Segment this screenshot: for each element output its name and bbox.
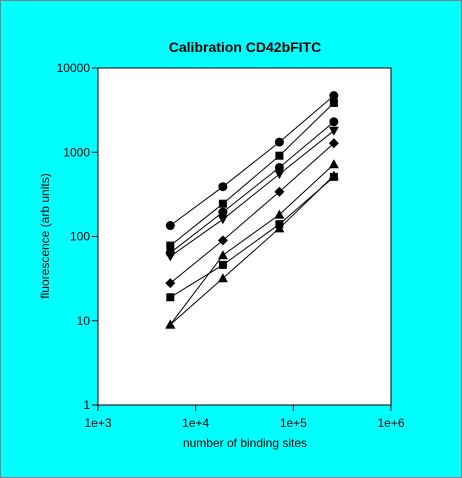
- y-tick-label: 1000: [63, 145, 90, 159]
- data-point-diamond: [217, 235, 228, 246]
- y-tick-label: 10: [77, 314, 91, 328]
- data-point-square: [166, 293, 175, 302]
- data-point-square: [329, 98, 338, 107]
- data-point-triangle-down: [274, 170, 285, 180]
- data-point-triangle-down: [165, 252, 176, 262]
- data-point-square: [166, 241, 175, 250]
- data-point-triangle: [217, 250, 228, 260]
- data-point-triangle: [328, 170, 339, 180]
- x-tick-label: 1e+6: [377, 416, 404, 430]
- data-point-triangle-down: [328, 126, 339, 136]
- data-point-square: [218, 260, 227, 269]
- data-point-triangle-down: [217, 215, 228, 225]
- series-line: [170, 176, 335, 298]
- y-tick-label: 1: [83, 398, 90, 412]
- series-line: [169, 121, 335, 254]
- series-line: [170, 95, 335, 226]
- data-point-circle: [329, 117, 339, 127]
- data-point-diamond: [165, 278, 176, 289]
- data-point-triangle: [274, 209, 285, 219]
- data-point-circle: [165, 221, 175, 231]
- series-line: [169, 163, 335, 325]
- series-line: [169, 175, 335, 325]
- y-tick-label: 100: [70, 230, 90, 244]
- data-point-circle: [274, 137, 284, 147]
- data-point-triangle: [165, 319, 176, 329]
- data-point-circle: [218, 182, 228, 192]
- data-point-circle: [329, 91, 339, 101]
- data-point-diamond: [274, 186, 285, 197]
- data-point-circle: [218, 207, 228, 217]
- data-point-square: [218, 199, 227, 208]
- series-line: [169, 102, 335, 246]
- series-line: [169, 142, 335, 284]
- y-tick-label: 10000: [57, 61, 91, 75]
- data-point-diamond: [328, 138, 339, 149]
- data-point-triangle: [217, 273, 228, 283]
- chart-title: Calibration CD42bFITC: [169, 39, 321, 55]
- x-tick-label: 1e+3: [84, 416, 111, 430]
- data-point-triangle: [328, 159, 339, 169]
- data-point-triangle: [274, 223, 285, 233]
- data-point-circle: [274, 162, 284, 172]
- y-axis-label: fluorescence (arb units): [38, 173, 52, 298]
- x-tick-label: 1e+4: [182, 416, 209, 430]
- plot-area: [97, 67, 392, 406]
- x-tick-label: 1e+5: [280, 416, 307, 430]
- x-axis-label: number of binding sites: [183, 436, 307, 450]
- series-line: [170, 130, 335, 257]
- data-point-square: [275, 151, 284, 160]
